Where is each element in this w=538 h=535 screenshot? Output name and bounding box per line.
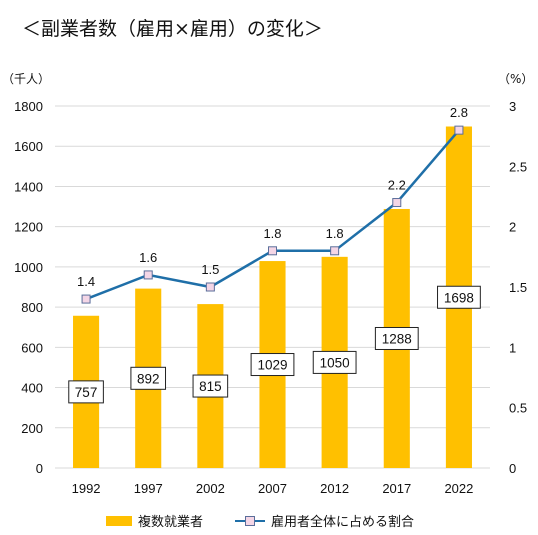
x-tick-label: 1992 <box>72 481 101 496</box>
line-point <box>81 294 91 304</box>
bar-value-label: 1288 <box>382 331 412 346</box>
y-tick-label: 800 <box>21 300 43 315</box>
y-tick-label: 1600 <box>14 139 43 154</box>
bar-value-box <box>68 380 104 404</box>
right-axis-unit: （%） <box>498 72 534 86</box>
bar-value-label: 1698 <box>444 290 474 305</box>
chart-title: ＜副業者数（雇用×雇用）の変化＞ <box>22 18 323 40</box>
x-tick-label: 2022 <box>444 481 473 496</box>
legend-line-label: 雇用者全体に占める割合 <box>271 515 415 530</box>
line-value-label: 2.2 <box>388 178 406 193</box>
line-point <box>143 270 153 280</box>
y-tick-label: 600 <box>21 340 43 355</box>
left-axis-unit: （千人） <box>2 72 51 86</box>
y2-tick-label: 1 <box>509 340 516 355</box>
y-tick-label: 1200 <box>14 220 43 235</box>
bar-value-label: 892 <box>137 371 160 386</box>
x-tick-label: 2007 <box>258 481 287 496</box>
x-tick-label: 2002 <box>196 481 225 496</box>
bar-value-label: 1029 <box>257 358 287 373</box>
bar-value-box <box>250 353 295 377</box>
y2-tick-label: 2.5 <box>509 159 527 174</box>
y-tick-label: 0 <box>36 461 43 476</box>
line-value-label: 1.5 <box>201 262 219 277</box>
line-point <box>205 282 215 292</box>
line-value-label: 2.8 <box>450 105 468 120</box>
x-tick-label: 2017 <box>382 481 411 496</box>
line-point <box>392 198 402 208</box>
y-tick-label: 1800 <box>14 99 43 114</box>
line-point <box>454 125 464 135</box>
legend-bar-swatch <box>106 515 132 526</box>
bar-value-box <box>192 374 229 398</box>
x-tick-label: 2012 <box>320 481 349 496</box>
line-value-label: 1.4 <box>77 274 95 289</box>
y-tick-label: 1000 <box>14 260 43 275</box>
bar-value-box <box>437 285 481 309</box>
y-tick-label: 400 <box>21 381 43 396</box>
combo-chart: 0 200 400 600 800 1000 1200 1400 1600 1800 0 0.5 1 1.… <box>14 99 527 496</box>
line-point <box>268 246 277 256</box>
line-point <box>330 246 340 256</box>
y2-tick-label: 0 <box>509 461 516 476</box>
y2-tick-label: 2 <box>509 220 516 235</box>
y2-tick-label: 3 <box>509 99 516 114</box>
legend: 複数就業者 雇用者全体に占める割合 <box>106 511 414 530</box>
bar-value-label: 815 <box>199 379 222 394</box>
bar-value-label: 757 <box>75 385 98 400</box>
line-value-label: 1.8 <box>326 226 344 241</box>
y-tick-label: 1400 <box>14 179 43 194</box>
y2-tick-label: 0.5 <box>509 401 527 416</box>
bar-value-box <box>130 366 167 390</box>
legend-bar-label: 複数就業者 <box>138 515 204 530</box>
legend-line-swatch <box>235 515 266 527</box>
bar-value-box <box>374 326 419 350</box>
bar-value-box <box>312 350 357 374</box>
line-value-label: 1.8 <box>263 226 281 241</box>
y-tick-label: 200 <box>21 421 43 436</box>
bar-value-label: 1050 <box>320 355 350 370</box>
x-tick-label: 1997 <box>134 481 163 496</box>
y2-tick-label: 1.5 <box>509 280 527 295</box>
line-value-label: 1.6 <box>139 250 157 265</box>
